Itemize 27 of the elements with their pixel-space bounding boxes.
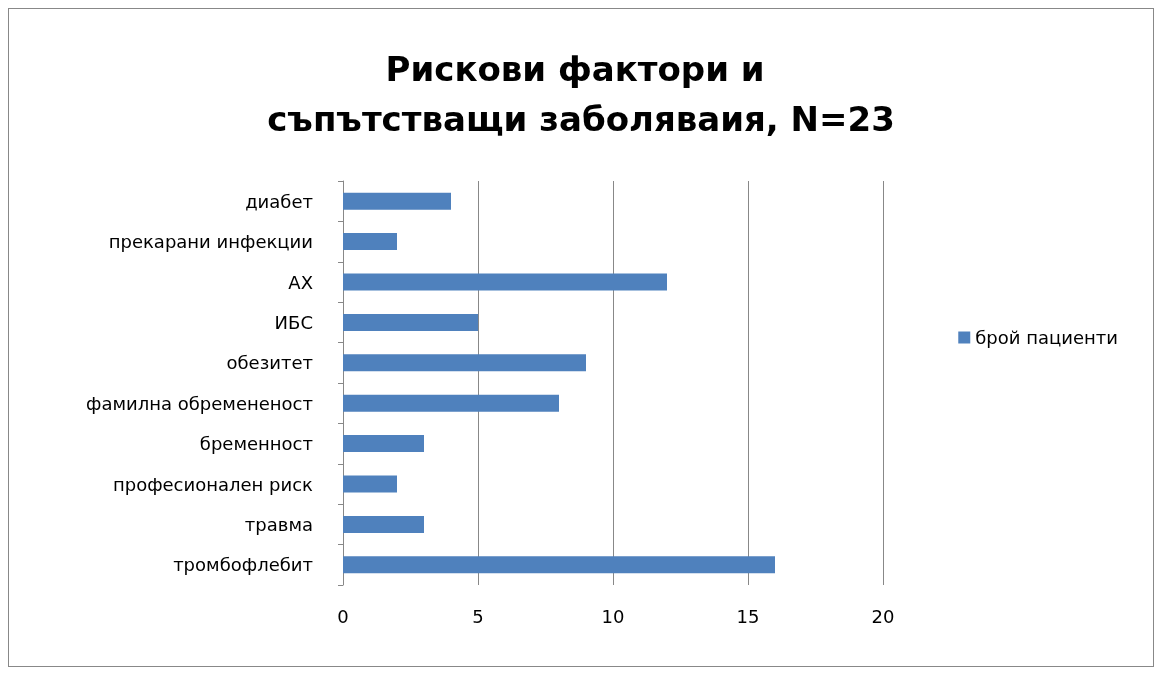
x-tick-label: 15: [736, 605, 760, 627]
y-tick-label: бременност: [199, 433, 313, 455]
y-tick-label: травма: [244, 513, 313, 535]
y-tick-label: фамилна обремененост: [86, 392, 313, 414]
bar: [343, 475, 397, 493]
bar: [343, 354, 586, 372]
y-tick-label: тромбофлебит: [173, 554, 313, 576]
y-tick-label: ИБС: [274, 311, 313, 333]
x-tick-label: 0: [337, 605, 349, 627]
legend-label: брой пациенти: [975, 327, 1118, 348]
bar: [343, 394, 559, 412]
x-tick-label: 20: [871, 605, 895, 627]
y-tick-label: диабет: [245, 190, 313, 212]
bar: [343, 192, 451, 210]
x-tick-label: 10: [601, 605, 625, 627]
bar: [343, 313, 478, 331]
bar: [343, 273, 667, 291]
bar: [343, 435, 424, 453]
y-tick-label: АХ: [288, 271, 313, 293]
chart-title: Рискови фактори и съпътстващи заболяваия, N=23: [267, 49, 895, 139]
x-tick-label: 5: [472, 605, 484, 627]
bar: [343, 233, 397, 251]
y-tick-label: прекарани инфекции: [108, 231, 313, 253]
bar: [343, 556, 775, 574]
y-tick-label: обезитет: [226, 352, 313, 374]
y-tick-label: професионален риск: [112, 473, 314, 495]
bar: [343, 515, 424, 533]
